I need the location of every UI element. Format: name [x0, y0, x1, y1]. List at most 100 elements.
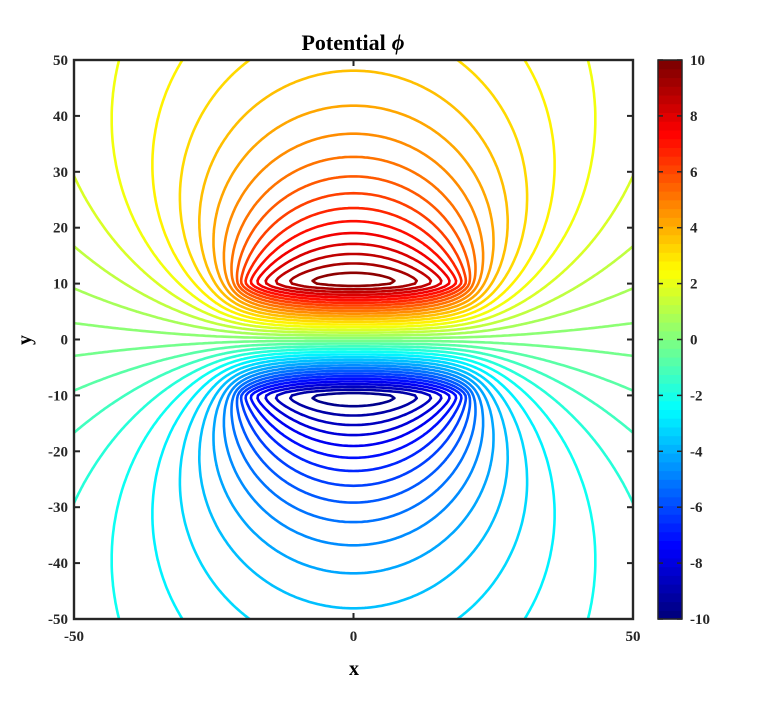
colorbar: 10 8 6 4 2 0 -2 -4 -6 -8 -10 [657, 53, 710, 628]
colorbar-band-50 [658, 173, 682, 183]
colorbar-band-29 [658, 356, 682, 367]
colorbar-tick-label-9: -8 [690, 556, 703, 572]
contour-line-7 [239, 372, 468, 488]
colorbar-tick-label-1: 8 [690, 109, 698, 125]
colorbar-band-42 [658, 243, 682, 253]
colorbar-band-62 [658, 68, 682, 79]
contour-line-28 [212, 104, 495, 318]
contour-line-10 [222, 364, 485, 547]
colorbar-band-41 [658, 252, 682, 262]
colorbar-band-33 [658, 322, 682, 332]
colorbar-band-35 [658, 304, 682, 314]
colorbar-tick-label-4: 2 [690, 277, 698, 293]
contour-line-12 [198, 358, 509, 610]
contour-line-19 [74, 339, 633, 358]
colorbar-band-8 [658, 540, 682, 550]
contour-line-4 [256, 380, 451, 448]
colorbar-band-4 [658, 575, 682, 585]
y-tick-labels: 50 40 30 20 10 0 -10 -20 -30 -40 -50 [48, 53, 68, 628]
contour-line-27 [198, 69, 509, 321]
colorbar-band-20 [658, 435, 682, 445]
colorbar-band-37 [658, 287, 682, 297]
colorbar-band-17 [658, 461, 682, 472]
colorbar-band-23 [658, 409, 682, 419]
colorbar-band-2 [658, 592, 682, 603]
contour-line-24 [110, 60, 597, 329]
y-tick-label-3: 20 [53, 221, 68, 237]
y-tick-label-0: 50 [53, 53, 68, 69]
title-symbol: ϕ [392, 30, 405, 55]
contour-line-21 [74, 287, 633, 337]
y-tick-label-8: -30 [48, 500, 68, 516]
colorbar-band-36 [658, 295, 682, 306]
contour-line-39 [311, 271, 396, 288]
y-tick-label-4: 10 [53, 277, 68, 293]
x-axis-label: x [349, 658, 359, 680]
colorbar-band-6 [658, 557, 682, 568]
contour-line-22 [74, 244, 633, 334]
contour-line-15 [110, 350, 597, 619]
colorbar-tick-label-6: -2 [690, 388, 703, 404]
colorbar-band-60 [658, 86, 682, 96]
contour-line-5 [249, 377, 458, 460]
colorbar-band-1 [658, 601, 682, 611]
colorbar-band-10 [658, 522, 682, 533]
contour-line-33 [244, 206, 463, 305]
colorbar-band-26 [658, 383, 682, 393]
colorbar-band-15 [658, 479, 682, 489]
y-tick-label-1: 40 [53, 109, 68, 125]
colorbar-band-25 [658, 391, 682, 402]
y-tick-label-5: 0 [61, 333, 69, 349]
contour-line-14 [151, 353, 556, 619]
contour-line-32 [239, 191, 468, 307]
colorbar-band-13 [658, 496, 682, 507]
colorbar-band-39 [658, 269, 682, 279]
colorbar-tick-label-3: 4 [690, 221, 698, 237]
contour-line-34 [249, 219, 458, 302]
colorbar-band-30 [658, 348, 682, 358]
plot-area [74, 60, 633, 619]
y-tick-label-6: -10 [48, 388, 68, 404]
colorbar-band-14 [658, 487, 682, 498]
colorbar-band-48 [658, 191, 682, 201]
contour-line-37 [274, 252, 433, 294]
colorbar-band-51 [658, 164, 682, 175]
x-tick-label-2: 50 [626, 629, 641, 645]
colorbar-band-12 [658, 505, 682, 515]
contour-line-36 [264, 242, 443, 297]
colorbar-band-61 [658, 77, 682, 87]
y-axis-label: y [14, 335, 36, 345]
contour-line-35 [256, 231, 451, 299]
contour-line-11 [212, 361, 495, 575]
colorbar-band-34 [658, 313, 682, 323]
x-tick-label-0: -50 [64, 629, 84, 645]
colorbar-band-46 [658, 208, 682, 218]
colorbar-band-45 [658, 217, 682, 227]
colorbar-band-49 [658, 182, 682, 192]
colorbar-band-18 [658, 453, 682, 463]
colorbar-band-0 [658, 610, 682, 620]
colorbar-band-52 [658, 156, 682, 166]
y-tick-label-10: -50 [48, 612, 68, 628]
colorbar-band-63 [658, 60, 682, 70]
contour-line-3 [264, 382, 443, 437]
plot-frame [72, 58, 635, 621]
colorbar-band-31 [658, 339, 682, 349]
contour-line-0 [311, 391, 396, 408]
contour-line-26 [178, 60, 529, 324]
colorbar-band-11 [658, 514, 682, 524]
contour-line-31 [235, 175, 472, 310]
contour-line-20 [74, 321, 633, 340]
contour-line-30 [230, 155, 477, 313]
colorbar-band-32 [658, 330, 682, 341]
colorbar-band-58 [658, 103, 682, 114]
contour-line-9 [230, 366, 477, 524]
colorbar-band-16 [658, 470, 682, 480]
colorbar-band-7 [658, 549, 682, 559]
colorbar-tick-label-7: -4 [690, 444, 703, 460]
colorbar-band-27 [658, 374, 682, 384]
contour-line-8 [235, 369, 472, 504]
contour-line-2 [274, 385, 433, 427]
x-tick-labels: -50 0 50 [64, 629, 641, 645]
